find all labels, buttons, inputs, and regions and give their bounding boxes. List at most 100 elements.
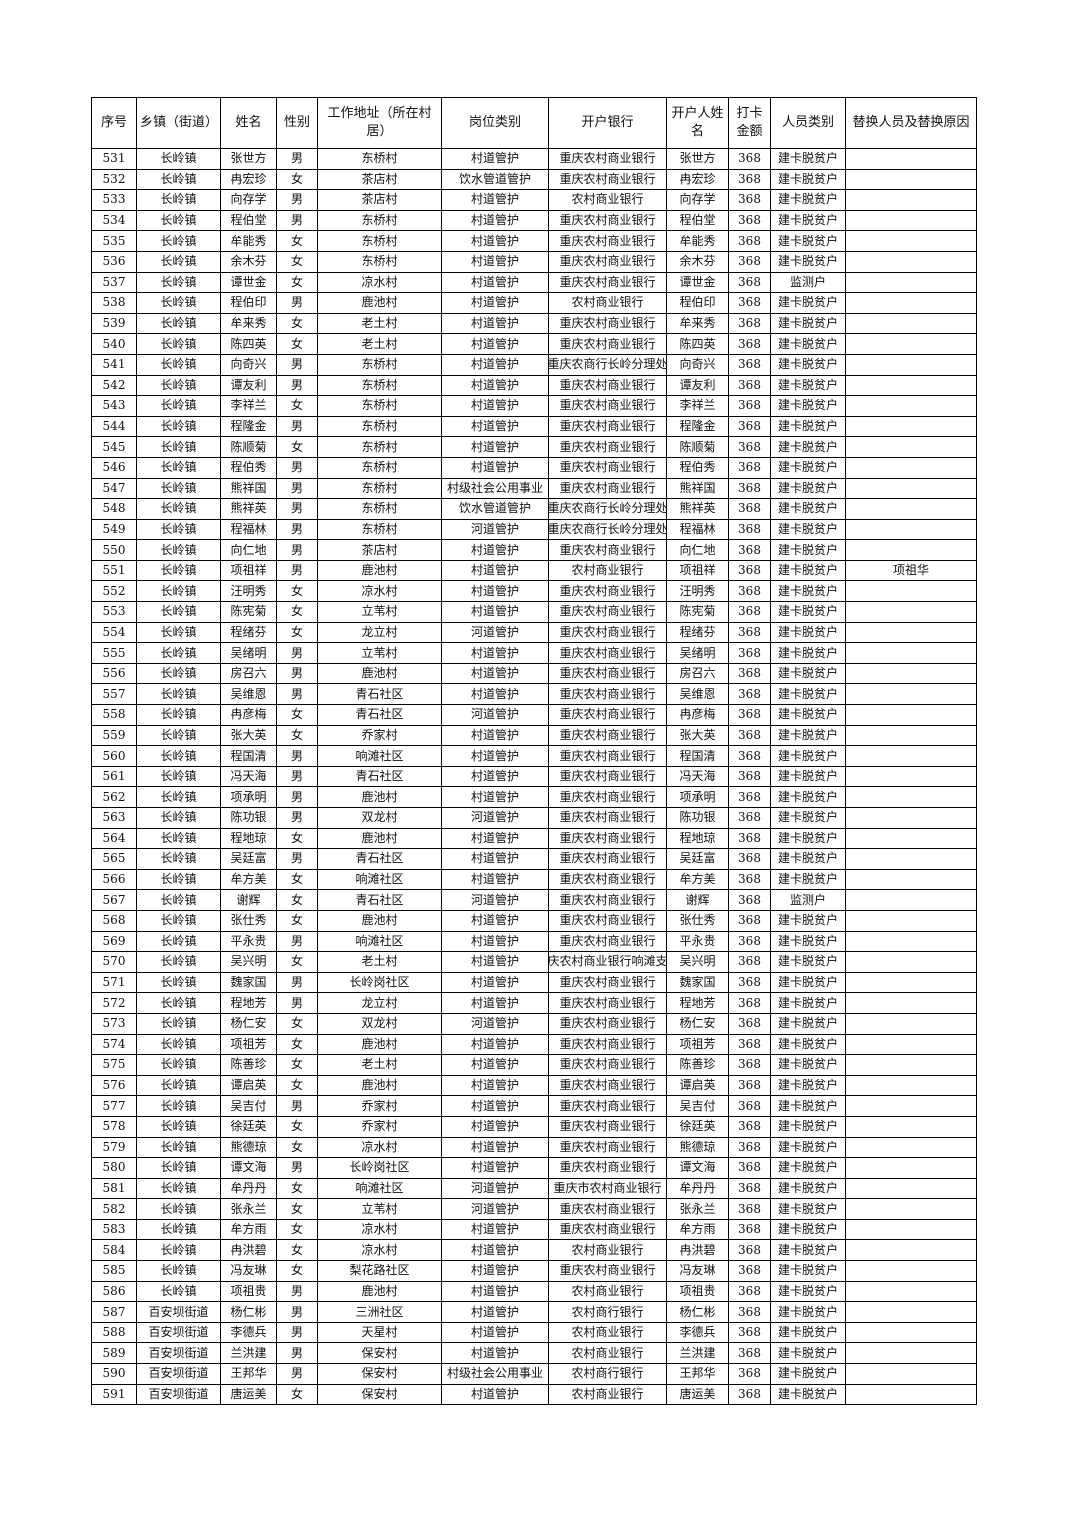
table-cell: 长岭镇 <box>136 415 221 438</box>
cell-text: 长岭镇 <box>160 769 197 784</box>
cell-text: 男 <box>290 357 303 372</box>
header-row: 序号 乡镇（街道） 姓名 性别 工作地址（所在村居） 岗位类别 开户银行 开户人姓名 打卡金额人… <box>91 97 977 149</box>
table-cell: 向仁地 <box>666 539 729 561</box>
table-cell: 重庆农村商业银行 <box>548 580 667 603</box>
cell-text: 建卡脱贫户 <box>777 377 838 392</box>
table-cell: 533 <box>91 189 137 211</box>
cell-text: 东桥村 <box>361 254 398 269</box>
table-cell: 李德兵 <box>666 1321 729 1344</box>
cell-text: 569 <box>102 933 126 948</box>
table-cell: 建卡脱贫户 <box>770 1033 846 1056</box>
table-cell: 男 <box>276 971 318 994</box>
cell-text: 项祖芳 <box>679 1036 716 1051</box>
table-cell: 村级社会公用事业 <box>441 1363 549 1385</box>
table-cell <box>845 930 977 953</box>
table-cell: 村道管护 <box>441 1321 549 1344</box>
cell-text: 冯天海 <box>679 769 716 784</box>
table-cell: 程地琼 <box>666 827 729 850</box>
table-cell: 农村商业银行 <box>548 1280 667 1303</box>
table-cell: 汪明秀 <box>220 580 277 603</box>
cell-text: 551 <box>102 563 126 578</box>
table-cell: 553 <box>91 601 137 623</box>
cell-text: 长岭镇 <box>160 583 197 598</box>
cell-text: 重庆农村商业银行 <box>559 336 656 351</box>
table-cell <box>845 498 977 520</box>
cell-text: 男 <box>290 480 303 495</box>
cell-text: 项祖贵 <box>679 1283 716 1298</box>
cell-text: 村道管护 <box>470 727 519 742</box>
cell-text: 建卡脱贫户 <box>777 1222 838 1237</box>
cell-text: 368 <box>738 789 761 804</box>
cell-text: 青石社区 <box>355 707 404 722</box>
table-cell: 长岭镇 <box>136 683 221 706</box>
table-cell: 建卡脱贫户 <box>770 745 846 767</box>
table-cell <box>845 374 977 397</box>
cell-text: 长岭镇 <box>160 151 197 166</box>
cell-text: 男 <box>290 377 303 392</box>
cell-text: 谢辉 <box>685 892 710 907</box>
cell-text: 茶店村 <box>361 171 398 186</box>
table-row: 551 长岭镇 项祖祥 男 鹿池村 村道管护 农村商业银行 项祖祥 368 建卡脱贫户 项祖华 <box>91 559 977 582</box>
table-cell <box>845 1033 977 1056</box>
table-cell: 梨花路社区 <box>317 1260 442 1282</box>
table-cell: 368 <box>728 230 771 252</box>
table-cell: 建卡脱贫户 <box>770 1095 846 1117</box>
table-cell: 554 <box>91 621 137 644</box>
cell-text: 陈四英 <box>679 336 716 351</box>
table-cell: 565 <box>91 848 137 870</box>
table-cell: 吴维恩 <box>666 683 729 706</box>
table-cell: 牟来秀 <box>220 312 277 335</box>
cell-text: 建卡脱贫户 <box>777 316 838 331</box>
cell-text: 男 <box>290 995 303 1010</box>
cell-text: 368 <box>738 748 761 763</box>
cell-text: 陈四英 <box>230 336 267 351</box>
table-cell: 368 <box>728 1260 771 1282</box>
cell-text: 368 <box>738 624 761 639</box>
table-cell <box>845 765 977 788</box>
table-cell: 590 <box>91 1363 137 1385</box>
cell-text: 建卡脱贫户 <box>777 1016 838 1031</box>
table-cell: 544 <box>91 415 137 438</box>
cell-text: 546 <box>102 460 126 475</box>
cell-text: 项承明 <box>679 789 716 804</box>
table-cell: 重庆农村商业银行 <box>548 395 667 417</box>
table-cell: 建卡脱贫户 <box>770 1260 846 1282</box>
table-cell: 368 <box>728 1280 771 1303</box>
table-cell: 东桥村 <box>317 148 442 170</box>
cell-text: 长岭镇 <box>160 1263 197 1278</box>
cell-text: 584 <box>102 1242 126 1257</box>
cell-text: 凉水村 <box>361 583 398 598</box>
table-cell: 571 <box>91 971 137 994</box>
header-cell: 工作地址（所在村居） <box>317 97 442 149</box>
cell-text: 程地芳 <box>679 995 716 1010</box>
cell-text: 牟能秀 <box>230 233 267 248</box>
table-cell: 建卡脱贫户 <box>770 1342 846 1365</box>
table-cell <box>845 312 977 335</box>
cell-text: 建卡脱贫户 <box>777 583 838 598</box>
cell-text: 重庆农商行长岭分理处 <box>549 501 666 516</box>
table-cell: 建卡脱贫户 <box>770 580 846 603</box>
cell-text: 建卡脱贫户 <box>777 769 838 784</box>
cell-text: 河道管护 <box>470 1180 519 1195</box>
cell-text: 578 <box>102 1119 126 1134</box>
cell-text: 368 <box>738 1201 761 1216</box>
cell-text: 农村商业银行 <box>571 295 644 310</box>
cell-text: 建卡脱贫户 <box>777 872 838 887</box>
table-cell: 女 <box>276 724 318 747</box>
table-row: 559 长岭镇 张大英 女 乔家村 村道管护 重庆农村商业银行 张大英 368 建卡脱贫户 <box>91 724 977 747</box>
cell-text: 村道管护 <box>470 1325 519 1340</box>
cell-text: 汪明秀 <box>230 583 267 598</box>
table-row: 533 长岭镇 向存学 男 茶店村 村道管护 农村商业银行 向存学 368 建卡脱贫户 <box>91 189 977 211</box>
table-cell: 牟方雨 <box>666 1218 729 1241</box>
table-row: 535 长岭镇 牟能秀 女 东桥村 村道管护 重庆农村商业银行 牟能秀 368 建卡脱贫户 <box>91 230 977 252</box>
cell-text: 368 <box>738 501 761 516</box>
cell-text: 重庆农村商业银行 <box>559 480 656 495</box>
cell-text: 建卡脱贫户 <box>777 727 838 742</box>
table-cell: 乔家村 <box>317 1095 442 1117</box>
cell-text: 男 <box>290 789 303 804</box>
table-cell: 东桥村 <box>317 498 442 520</box>
table-cell: 建卡脱贫户 <box>770 601 846 623</box>
cell-text: 重庆农村商业银行 <box>559 316 656 331</box>
table-cell: 368 <box>728 642 771 664</box>
cell-text: 冉宏珍 <box>679 171 716 186</box>
